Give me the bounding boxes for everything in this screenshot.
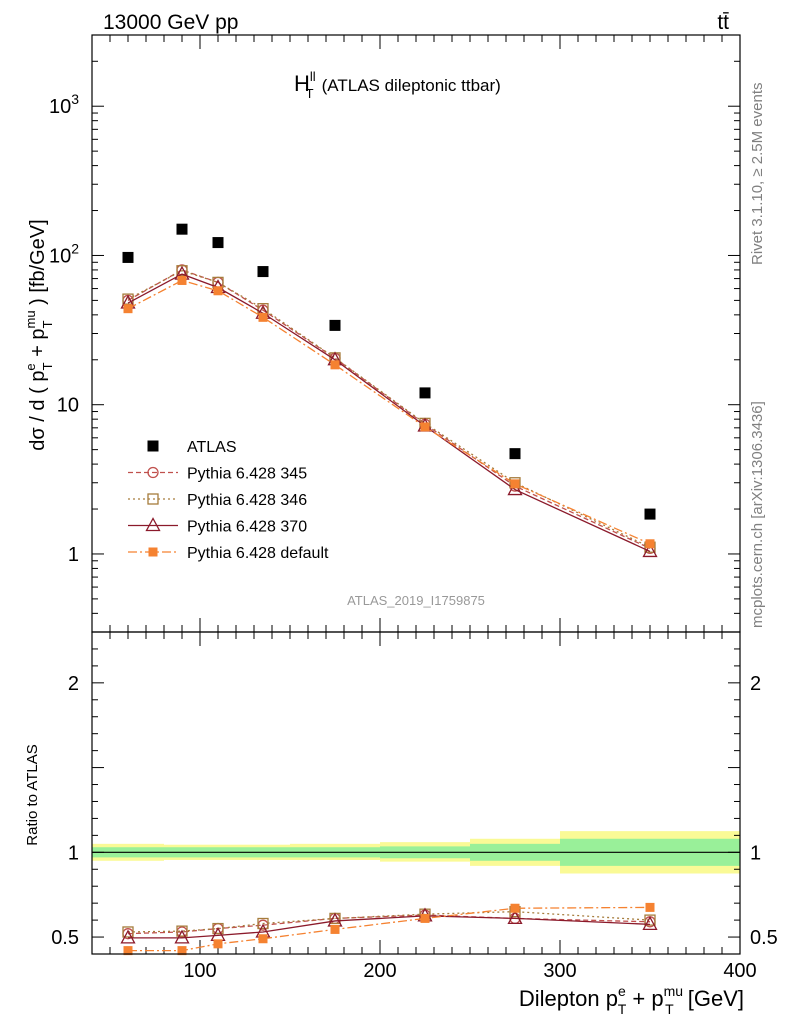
ratio-point-pdefault [330, 924, 340, 934]
ratio-point-pdefault [177, 946, 187, 956]
point-p346 [176, 265, 188, 277]
main-series [120, 223, 658, 558]
main-frame [91, 34, 741, 633]
legend-marker-p346 [147, 493, 159, 505]
legend-item-p370: Pythia 6.428 370 [128, 517, 307, 536]
ratio-point-pdefault [645, 902, 655, 912]
point-pdefault [258, 312, 268, 322]
x-tick-label: 100 [183, 960, 216, 982]
point-data [122, 251, 134, 263]
point-data [644, 508, 656, 520]
ratio-axes: 100 200 300 400 0.5 0.5 1 1 2 2 [51, 632, 778, 982]
point-data [329, 319, 341, 331]
legend-label-data: ATLAS [187, 439, 237, 456]
ratio-point-pdefault [510, 903, 520, 913]
series-line-pdefault [127, 279, 651, 545]
series-data [122, 223, 656, 520]
legend-marker-p345 [147, 466, 159, 479]
point-data [257, 266, 269, 278]
legend-item-p346: Pythia 6.428 346 [128, 492, 307, 509]
ratio-point-p346 [257, 917, 269, 930]
legend: ATLAS Pythia 6.428 345 Pythia 6.428 346 Pyt… [128, 439, 329, 562]
series-line-p370 [127, 273, 651, 553]
legend-label-pdefault: Pythia 6.428 default [187, 545, 329, 562]
main-axes: 1 10 102 103 [49, 34, 741, 633]
ratio-point-pdefault [420, 913, 430, 923]
ratio-point-p346 [644, 914, 656, 926]
ratio-point-pdefault [213, 939, 223, 949]
main-ylabel: dσ / d ( pe T + pmu T ) [fb/GeV] [23, 219, 55, 450]
legend-marker-p370 [145, 517, 161, 532]
series-p370 [120, 265, 658, 558]
point-p370 [642, 543, 658, 558]
point-pdefault [420, 422, 430, 432]
point-data [419, 387, 431, 399]
point-pdefault [645, 539, 655, 549]
ratio-y-tick-label-right: 1 [750, 842, 761, 864]
analysis-id: ATLAS_2019_I1759875 [347, 593, 485, 608]
y-tick-label: 10 [57, 395, 79, 417]
ratio-series-p346 [122, 905, 656, 938]
legend-item-data: ATLAS [147, 439, 237, 456]
legend-label-p370: Pythia 6.428 370 [187, 519, 307, 536]
ratio-series [120, 902, 658, 956]
ratio-point-p346 [212, 922, 224, 935]
x-tick-label: 400 [723, 960, 756, 982]
x-axis-label: Dilepton pe T + pmu T [GeV] [519, 983, 744, 1017]
ratio-uncertainty-band [92, 831, 740, 874]
ratio-line-p346 [127, 910, 651, 933]
point-data [212, 237, 224, 249]
plot-title: Hll T (ATLAS dileptonic ttbar) [294, 69, 501, 101]
ratio-line-pdefault [128, 906, 651, 952]
point-data [176, 223, 188, 235]
series-pdefault [123, 275, 655, 549]
point-pdefault [330, 360, 340, 370]
ratio-y-tick-label-left: 2 [68, 673, 79, 695]
ratio-y-tick-label-right: 2 [750, 673, 761, 695]
ratio-series-p345 [122, 909, 656, 940]
legend-marker-data [147, 440, 159, 452]
x-tick-label: 200 [363, 960, 396, 982]
legend-label-p345: Pythia 6.428 345 [187, 466, 307, 483]
point-p346 [122, 293, 134, 305]
ratio-point-p370 [507, 910, 523, 925]
ratio-point-pdefault [258, 934, 268, 944]
y-tick-label: 103 [49, 91, 79, 118]
legend-item-pdefault: Pythia 6.428 default [128, 545, 329, 562]
ratio-line-p370 [128, 915, 651, 939]
ratio-point-p370 [120, 929, 136, 944]
ratio-y-tick-label-left: 1 [68, 842, 79, 864]
series-line-p345 [127, 269, 651, 549]
legend-marker-pdefault [148, 547, 158, 557]
ratio-point-pdefault [123, 946, 133, 956]
point-pdefault [177, 275, 187, 285]
ratio-point-p346 [122, 926, 134, 938]
ratio-point-p370 [642, 915, 658, 930]
rivet-label: Rivet 3.1.10, ≥ 2.5M events [749, 83, 766, 266]
point-pdefault [123, 304, 133, 314]
ratio-series-p370 [120, 907, 658, 944]
source-label: mcplots.cern.ch [arXiv:1306.3436] [749, 401, 766, 628]
series-p346 [122, 265, 656, 553]
process-label: tt̄ [717, 11, 729, 34]
point-p370 [507, 481, 523, 496]
point-data [509, 448, 521, 460]
y-tick-label: 1 [68, 544, 79, 566]
ratio-point-p346 [176, 925, 188, 937]
ratio-frame [91, 631, 741, 955]
y-tick-label: 102 [49, 240, 79, 267]
x-tick-label: 300 [543, 960, 576, 982]
ratio-y-tick-label-right: 0.5 [750, 927, 778, 949]
point-pdefault [510, 479, 520, 489]
point-pdefault [213, 286, 223, 296]
ratio-y-tick-label-left: 0.5 [51, 927, 79, 949]
ratio-point-p370 [174, 929, 190, 944]
ratio-series-pdefault [123, 902, 655, 956]
energy-label: 13000 GeV pp [103, 11, 238, 34]
legend-label-p346: Pythia 6.428 346 [187, 492, 307, 509]
ratio-ylabel: Ratio to ATLAS [24, 744, 41, 845]
legend-item-p345: Pythia 6.428 345 [128, 466, 307, 483]
